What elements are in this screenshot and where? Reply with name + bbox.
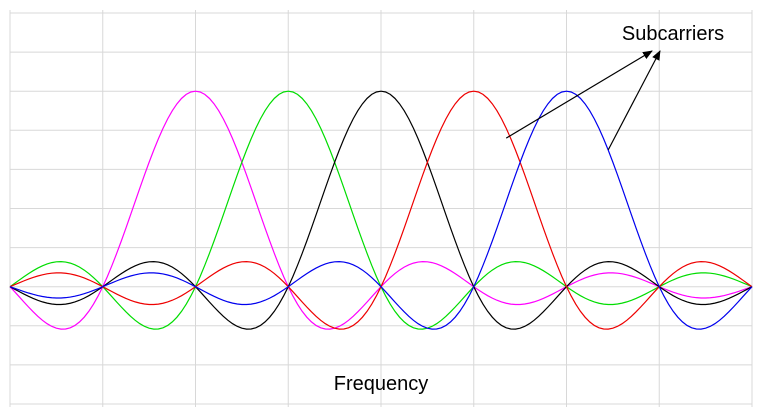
- subcarriers-annotation: Subcarriers: [622, 23, 724, 45]
- subcarrier-curve-5: [9, 90, 753, 330]
- annotation-arrow-2: [607, 50, 661, 151]
- annotation-arrows: [505, 50, 661, 151]
- annotation-arrow-1: [505, 50, 653, 139]
- subcarrier-curve-3: [9, 90, 753, 330]
- subcarrier-curves: [9, 90, 753, 330]
- x-axis-label: Frequency: [334, 373, 429, 395]
